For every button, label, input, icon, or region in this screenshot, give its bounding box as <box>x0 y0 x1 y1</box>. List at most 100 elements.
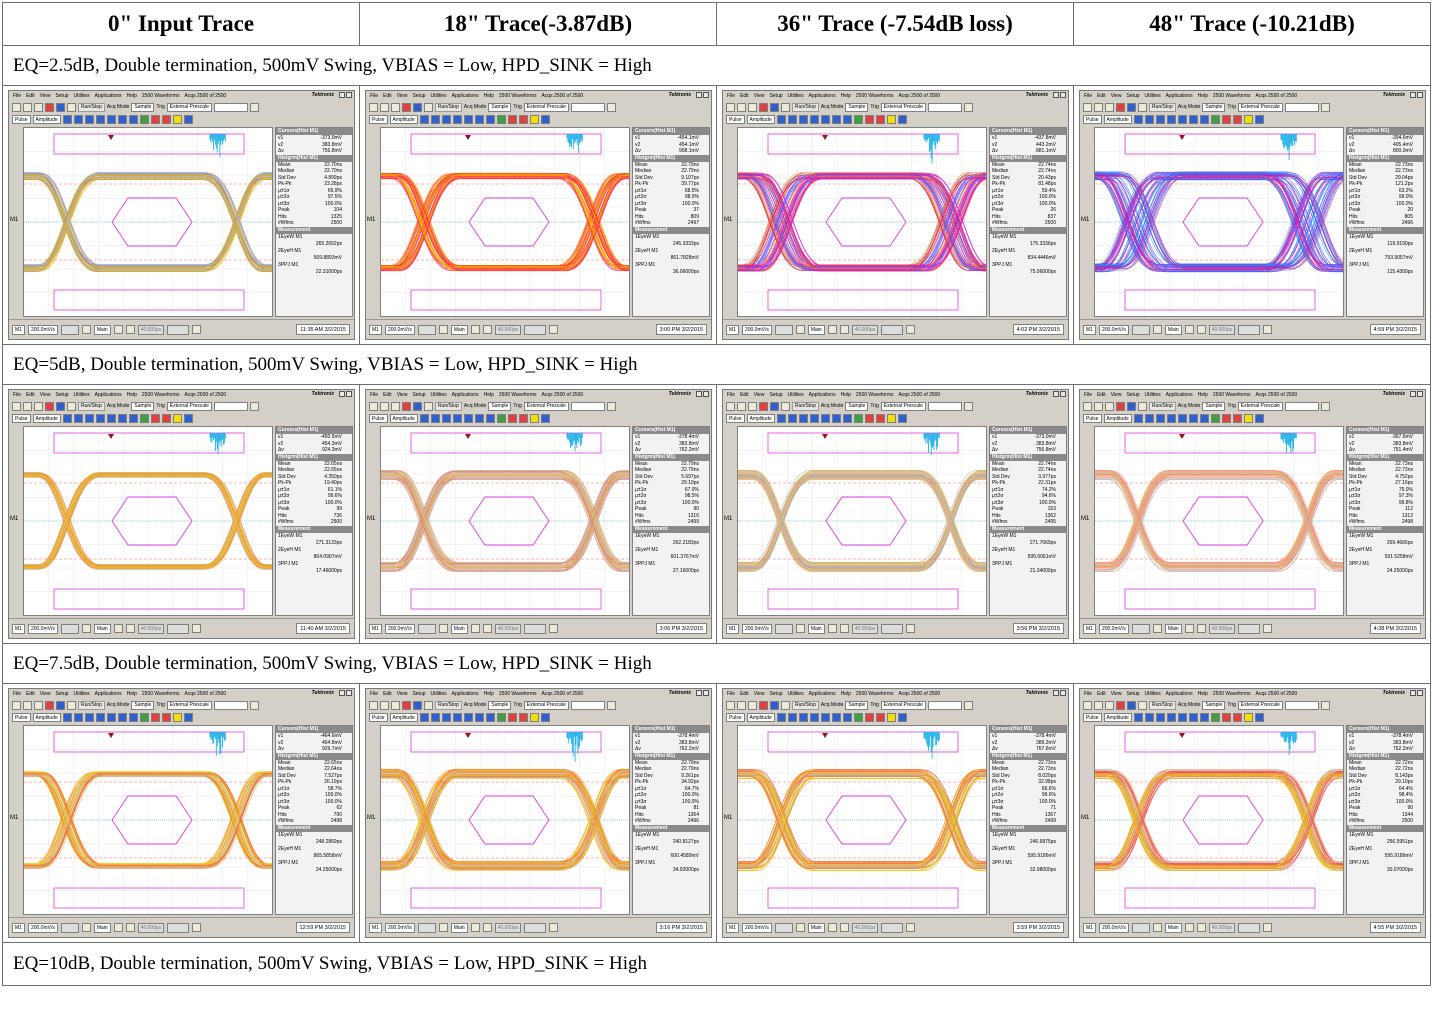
minimize-icon[interactable] <box>1410 391 1416 397</box>
offset-field[interactable] <box>60 922 79 933</box>
horizontal-scale-field[interactable]: 40.000ps <box>494 623 522 634</box>
menu-applications[interactable]: Applications <box>808 690 836 697</box>
measure-icon[interactable] <box>413 102 422 112</box>
menu-file[interactable]: File <box>370 92 379 99</box>
zoom-icon[interactable] <box>1184 325 1194 334</box>
offset-field[interactable] <box>417 623 436 634</box>
measure-icon[interactable] <box>485 414 495 423</box>
m1-channel-button[interactable]: M1 <box>12 623 25 634</box>
pencil-icon[interactable] <box>781 102 790 112</box>
tools-icon[interactable] <box>1094 401 1103 411</box>
menu-edit[interactable]: Edit <box>26 92 35 99</box>
measure-icon[interactable] <box>776 115 786 124</box>
zoom-icon[interactable] <box>827 624 837 633</box>
measure-icon[interactable] <box>1177 414 1187 423</box>
menu-setup[interactable]: Setup <box>1126 92 1140 99</box>
menu-applications[interactable]: Applications <box>451 391 479 398</box>
measure-icon[interactable] <box>106 713 116 722</box>
horizontal-scale-field[interactable]: 40.000ps <box>851 623 879 634</box>
adjust-icon[interactable] <box>438 325 448 334</box>
menu-view[interactable]: View <box>39 690 51 697</box>
measure-icon[interactable] <box>842 115 852 124</box>
measure-icon[interactable] <box>106 414 116 423</box>
print-icon[interactable] <box>1083 102 1092 112</box>
help-icon[interactable] <box>963 401 973 411</box>
measure-icon[interactable] <box>496 115 506 124</box>
position-field[interactable] <box>881 922 904 933</box>
measure-icon[interactable] <box>73 414 83 423</box>
position-field[interactable] <box>1238 922 1261 933</box>
offset-field[interactable] <box>774 623 793 634</box>
acq-mode-select[interactable]: Sample <box>845 700 869 710</box>
function-icon[interactable] <box>34 401 43 411</box>
offset-field[interactable] <box>774 922 793 933</box>
help-icon[interactable] <box>1320 102 1330 112</box>
run-stop-button[interactable]: Run/Stop <box>435 401 462 411</box>
measure-icon[interactable] <box>128 414 138 423</box>
minimize-icon[interactable] <box>339 92 345 98</box>
menu-edit[interactable]: Edit <box>740 391 749 398</box>
menu-setup[interactable]: Setup <box>55 92 69 99</box>
measure-icon[interactable] <box>853 713 863 722</box>
zoom-icon[interactable] <box>470 325 480 334</box>
position-field[interactable] <box>524 324 547 335</box>
adjust-icon[interactable] <box>795 325 805 334</box>
menu-setup[interactable]: Setup <box>412 391 426 398</box>
menu-utilities[interactable]: Utilities <box>430 391 447 398</box>
menu-edit[interactable]: Edit <box>383 690 392 697</box>
measure-icon[interactable] <box>886 713 896 722</box>
measure-icon[interactable] <box>419 115 429 124</box>
timebase-select[interactable]: Main <box>1164 623 1182 634</box>
measure-icon[interactable] <box>540 713 550 722</box>
run-stop-button[interactable]: Run/Stop <box>1149 102 1176 112</box>
menu-utilities[interactable]: Utilities <box>73 92 90 99</box>
menu-setup[interactable]: Setup <box>1126 690 1140 697</box>
measure-icon[interactable] <box>529 713 539 722</box>
adjust-icon[interactable] <box>81 325 91 334</box>
measure-icon[interactable] <box>853 414 863 423</box>
print-icon[interactable] <box>12 102 21 112</box>
zoom-out-icon[interactable] <box>482 325 492 334</box>
menu-edit[interactable]: Edit <box>1097 690 1106 697</box>
position-field[interactable] <box>1238 324 1261 335</box>
close-icon[interactable] <box>1417 391 1423 397</box>
waveform-icon[interactable] <box>759 401 768 411</box>
measure-icon[interactable] <box>1199 713 1209 722</box>
menu-file[interactable]: File <box>727 690 736 697</box>
trigger-level-field[interactable] <box>570 102 605 112</box>
close-icon[interactable] <box>703 391 709 397</box>
acq-mode-select[interactable]: Sample <box>131 102 155 112</box>
menu-utilities[interactable]: Utilities <box>1144 391 1161 398</box>
menu-help[interactable]: Help <box>126 92 137 99</box>
print-icon[interactable] <box>726 102 735 112</box>
trigger-level-field[interactable] <box>213 700 248 710</box>
menu-file[interactable]: File <box>13 391 22 398</box>
measure-icon[interactable] <box>1188 414 1198 423</box>
menu-help[interactable]: Help <box>840 92 851 99</box>
zoom-out-icon[interactable] <box>1196 624 1206 633</box>
measure-icon[interactable] <box>1166 115 1176 124</box>
minimize-icon[interactable] <box>696 92 702 98</box>
pulse-select[interactable]: Pulse <box>1083 115 1102 124</box>
measure-icon[interactable] <box>1210 713 1220 722</box>
acq-mode-select[interactable]: Sample <box>845 102 869 112</box>
m1-channel-button[interactable]: M1 <box>12 324 25 335</box>
measure-icon[interactable] <box>1221 414 1231 423</box>
horizontal-scale-field[interactable]: 40.000ps <box>494 324 522 335</box>
run-stop-button[interactable]: Run/Stop <box>792 401 819 411</box>
measure-icon[interactable] <box>1127 401 1136 411</box>
timebase-select[interactable]: Main <box>1164 922 1182 933</box>
horizontal-scale-field[interactable]: 40.000ps <box>494 922 522 933</box>
pencil-icon[interactable] <box>67 700 76 710</box>
print-icon[interactable] <box>369 401 378 411</box>
menu-edit[interactable]: Edit <box>1097 391 1106 398</box>
zoom-out-icon[interactable] <box>125 923 135 932</box>
offset-field[interactable] <box>774 324 793 335</box>
measure-icon[interactable] <box>809 115 819 124</box>
measure-icon[interactable] <box>474 713 484 722</box>
measure-icon[interactable] <box>1243 115 1253 124</box>
adjust-icon[interactable] <box>192 923 202 932</box>
measure-icon[interactable] <box>161 115 171 124</box>
close-icon[interactable] <box>703 690 709 696</box>
measure-icon[interactable] <box>770 102 779 112</box>
